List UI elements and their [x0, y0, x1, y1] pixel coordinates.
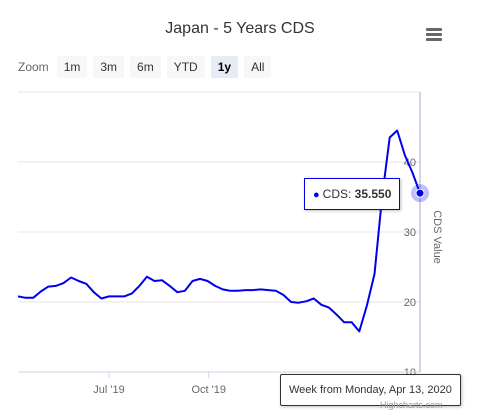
- crosshair-date-label: Week from Monday, Apr 13, 2020: [280, 374, 461, 406]
- chart-title: Japan - 5 Years CDS: [165, 20, 315, 37]
- tooltip-series-name: CDS: [322, 187, 348, 201]
- zoom-all-button[interactable]: All: [244, 56, 272, 78]
- y-tick-label: 20: [404, 297, 416, 309]
- hamburger-menu-icon[interactable]: [426, 28, 442, 42]
- zoom-6m-button[interactable]: 6m: [130, 56, 161, 78]
- tooltip-value: 35.550: [354, 187, 392, 201]
- x-tick-label: Jul '19: [93, 384, 124, 396]
- tooltip-series-dot-icon: ●: [313, 189, 320, 201]
- zoom-ytd-button[interactable]: YTD: [166, 56, 205, 78]
- zoom-label: Zoom: [18, 60, 49, 74]
- x-tick-label: Oct '19: [191, 384, 226, 396]
- zoom-selector: Zoom 1m 3m 6m YTD 1y All: [18, 56, 277, 78]
- zoom-1m-button[interactable]: 1m: [56, 56, 88, 78]
- y-axis-title: CDS Value: [431, 210, 443, 264]
- hover-point-marker: [415, 188, 425, 198]
- y-tick-label: 30: [404, 227, 416, 239]
- series-line-cds: [17, 129, 421, 333]
- credits-link[interactable]: Highcharts.com: [380, 400, 443, 410]
- zoom-3m-button[interactable]: 3m: [93, 56, 125, 78]
- zoom-1y-button[interactable]: 1y: [210, 56, 239, 78]
- point-tooltip: ● CDS: 35.550: [304, 178, 401, 210]
